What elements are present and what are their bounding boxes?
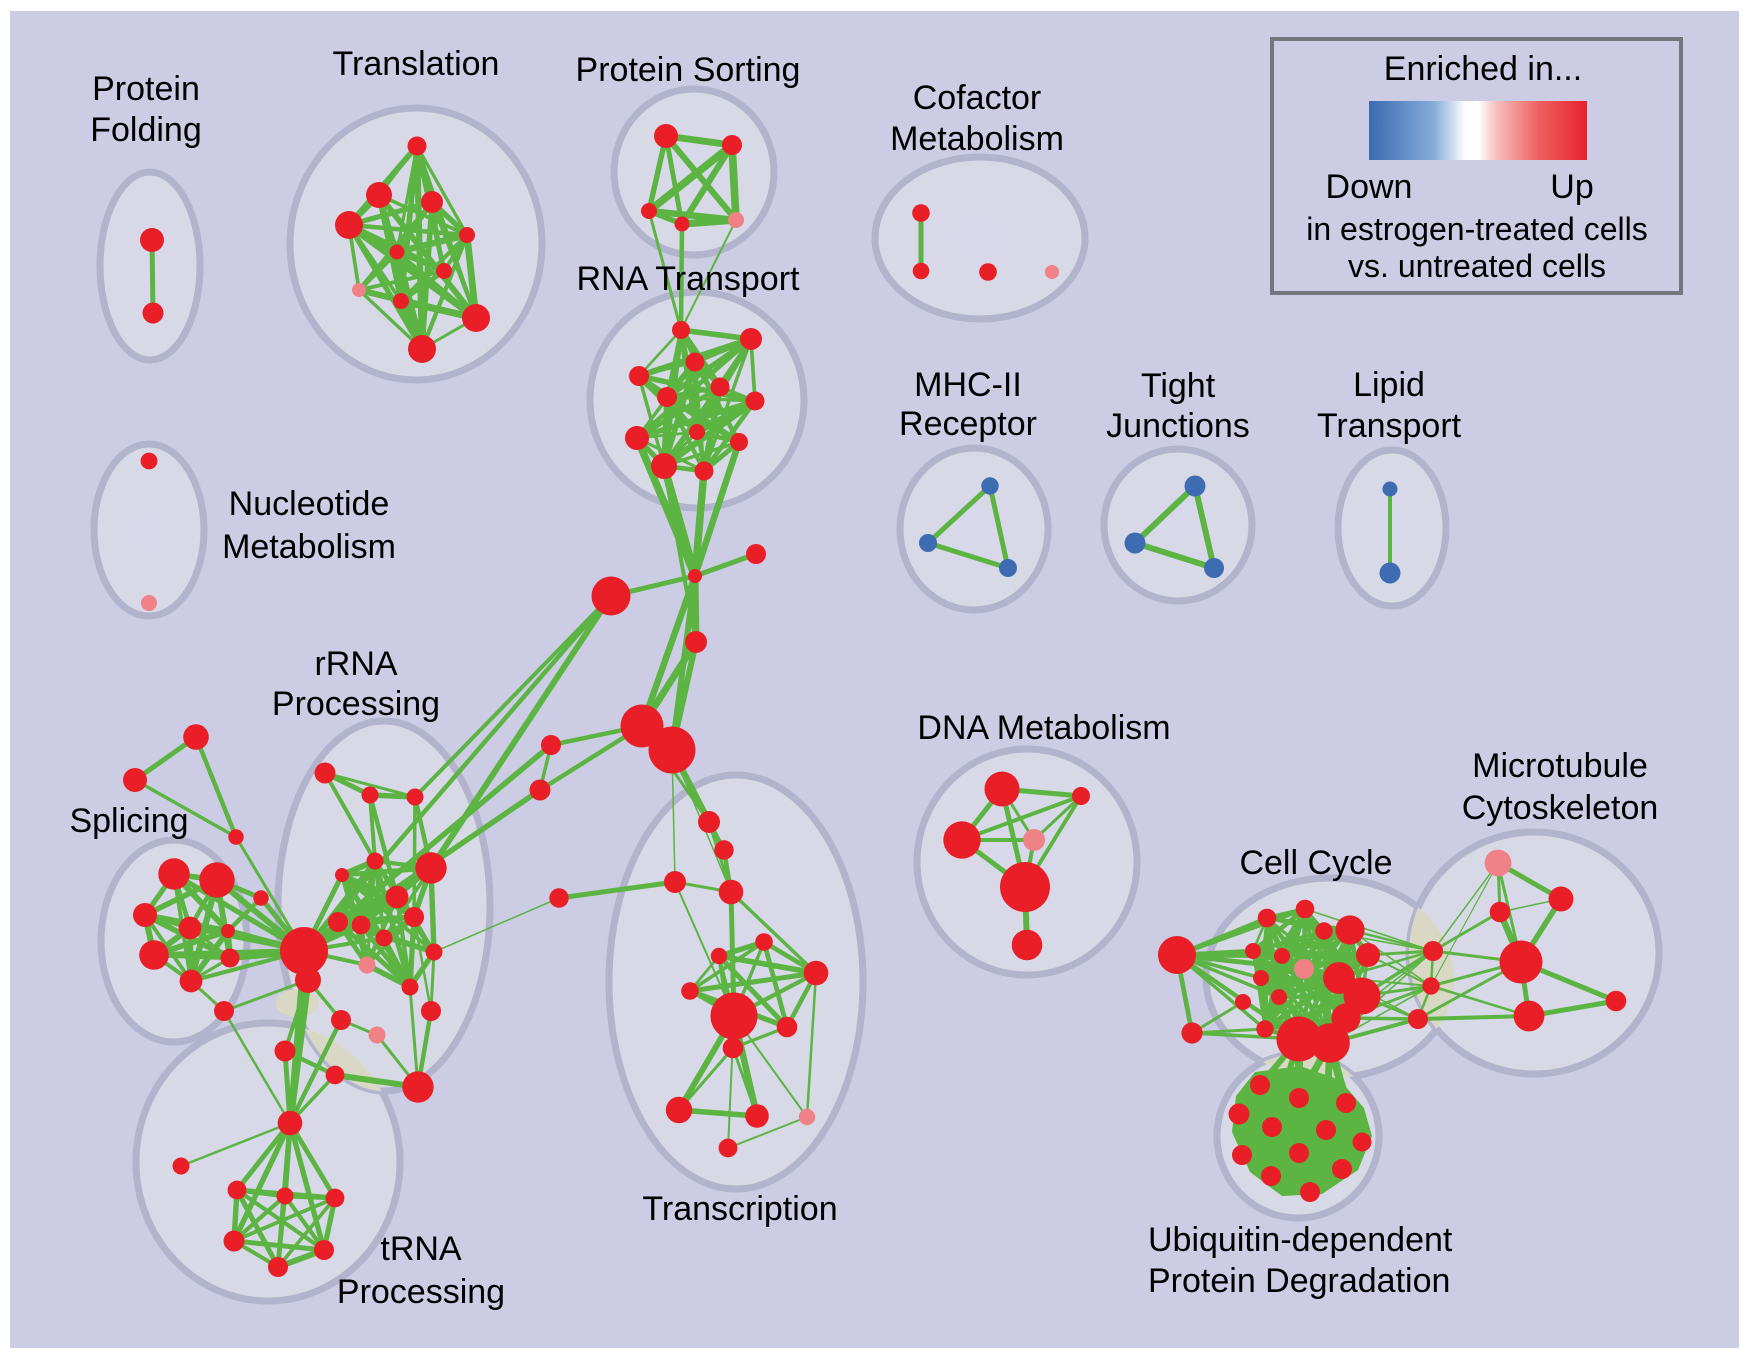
svg-text:Receptor: Receptor — [899, 405, 1037, 443]
svg-text:Metabolism: Metabolism — [222, 528, 396, 566]
svg-text:Nucleotide: Nucleotide — [229, 485, 390, 523]
svg-text:Tight: Tight — [1141, 367, 1216, 405]
svg-text:Transcription: Transcription — [642, 1190, 837, 1228]
svg-text:Enriched in...: Enriched in... — [1384, 50, 1582, 88]
svg-text:MHC-II: MHC-II — [914, 366, 1022, 404]
svg-text:Down: Down — [1326, 168, 1413, 206]
svg-text:Cofactor: Cofactor — [913, 79, 1042, 117]
svg-text:Folding: Folding — [90, 111, 202, 149]
svg-text:Cell Cycle: Cell Cycle — [1239, 844, 1392, 882]
svg-text:tRNA: tRNA — [380, 1230, 462, 1268]
svg-text:Ubiquitin-dependent: Ubiquitin-dependent — [1148, 1221, 1453, 1259]
svg-text:Protein: Protein — [92, 70, 200, 108]
svg-text:Protein Degradation: Protein Degradation — [1148, 1262, 1450, 1300]
svg-text:Metabolism: Metabolism — [890, 120, 1064, 158]
svg-text:Protein Sorting: Protein Sorting — [576, 51, 801, 89]
svg-text:in estrogen-treated cells: in estrogen-treated cells — [1306, 211, 1648, 247]
svg-text:Translation: Translation — [333, 45, 500, 83]
svg-text:Cytoskeleton: Cytoskeleton — [1462, 789, 1659, 827]
svg-text:Processing: Processing — [337, 1273, 505, 1311]
svg-text:Junctions: Junctions — [1106, 407, 1250, 445]
svg-text:Up: Up — [1550, 168, 1593, 206]
svg-text:Splicing: Splicing — [69, 802, 188, 840]
svg-text:Transport: Transport — [1317, 407, 1462, 445]
svg-text:RNA Transport: RNA Transport — [577, 260, 801, 298]
svg-text:Processing: Processing — [272, 685, 440, 723]
svg-text:Lipid: Lipid — [1353, 366, 1425, 404]
svg-text:vs. untreated cells: vs. untreated cells — [1348, 248, 1606, 284]
svg-text:rRNA: rRNA — [314, 645, 397, 683]
svg-text:DNA Metabolism: DNA Metabolism — [917, 709, 1170, 747]
svg-text:Microtubule: Microtubule — [1472, 747, 1648, 785]
